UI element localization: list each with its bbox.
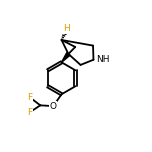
Text: H: H xyxy=(63,24,69,33)
Text: F: F xyxy=(27,108,33,117)
Text: F: F xyxy=(27,93,33,102)
Text: NH: NH xyxy=(96,55,109,64)
Text: O: O xyxy=(50,102,57,111)
Polygon shape xyxy=(62,53,70,62)
